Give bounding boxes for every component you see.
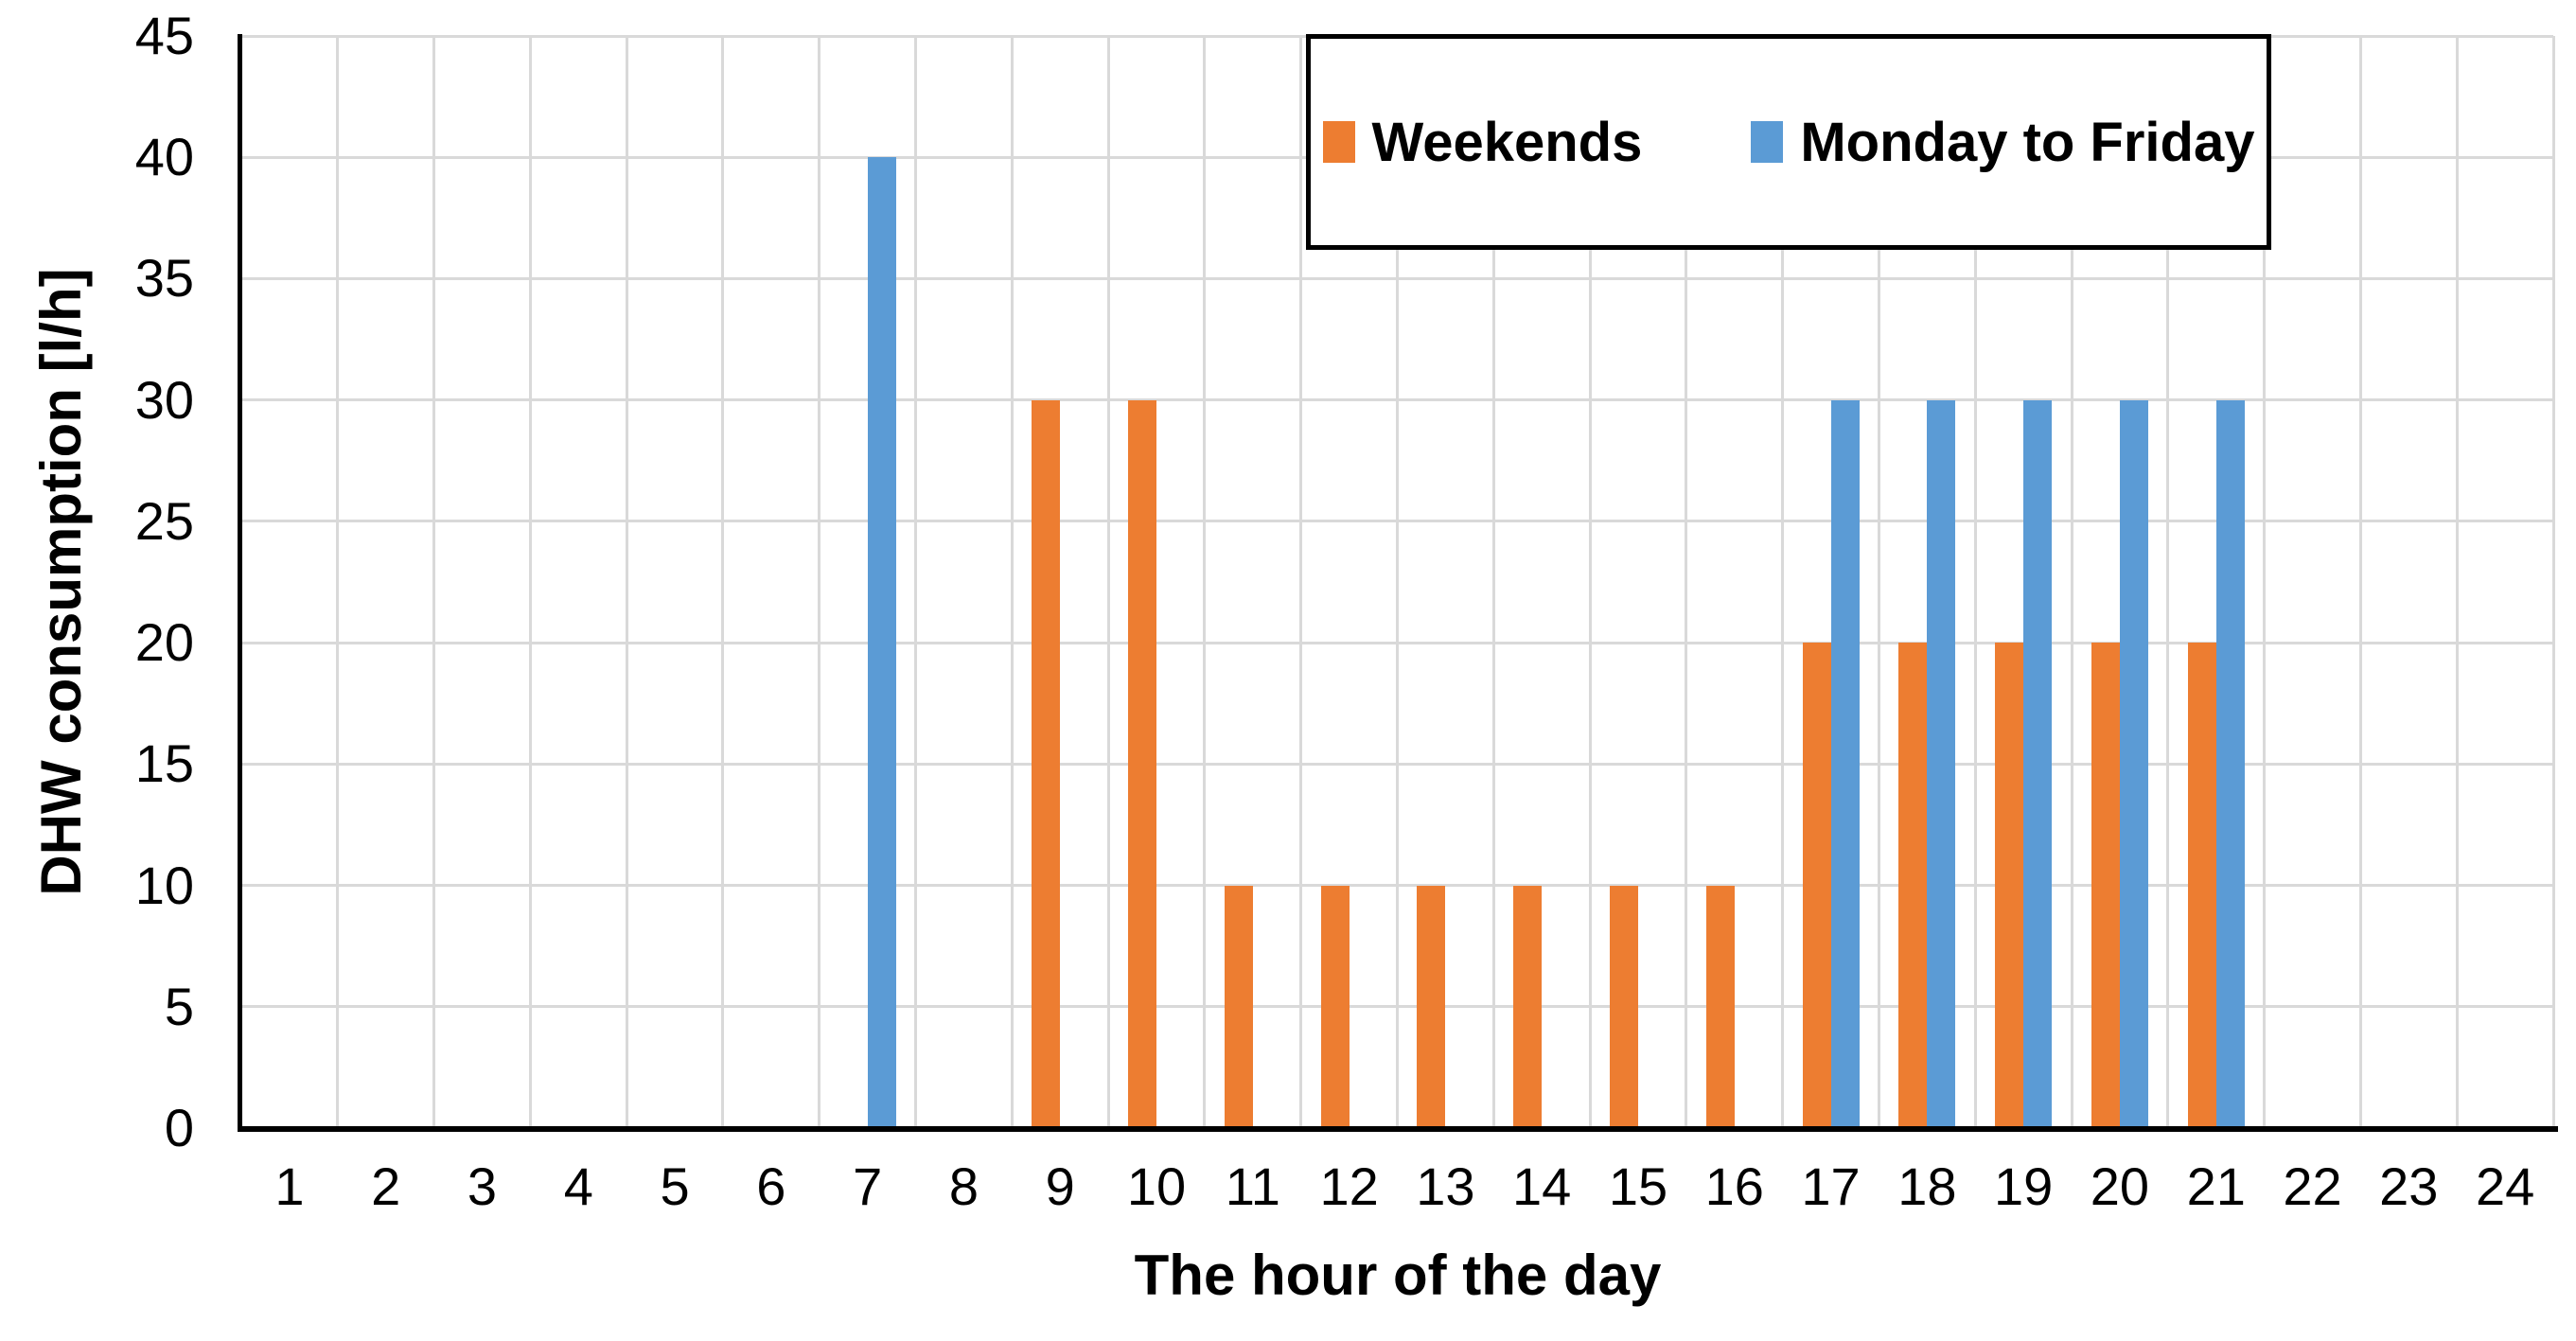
x-tick-label-2: 2 bbox=[371, 1156, 401, 1216]
bar-weekends-hour-10 bbox=[1128, 399, 1157, 1128]
x-tick-label-20: 20 bbox=[2090, 1156, 2150, 1216]
x-tick-label-22: 22 bbox=[2283, 1156, 2342, 1216]
v-gridline-2 bbox=[432, 36, 436, 1128]
v-gridline-6 bbox=[818, 36, 821, 1128]
y-axis-line bbox=[238, 34, 242, 1132]
y-tick-label-40: 40 bbox=[134, 127, 194, 187]
v-gridline-21 bbox=[2263, 36, 2267, 1128]
v-gridline-16 bbox=[1781, 36, 1785, 1128]
legend: Weekends Monday to Friday bbox=[1306, 34, 2271, 250]
y-tick-label-45: 45 bbox=[134, 6, 194, 65]
x-axis-line bbox=[238, 1126, 2558, 1132]
legend-label-weekends: Weekends bbox=[1371, 111, 1643, 173]
x-tick-label-17: 17 bbox=[1801, 1156, 1861, 1216]
y-tick-label-10: 10 bbox=[134, 855, 194, 915]
x-tick-label-19: 19 bbox=[1993, 1156, 2054, 1216]
bar-weekends-hour-9 bbox=[1032, 399, 1061, 1128]
v-gridline-24 bbox=[2551, 36, 2555, 1128]
x-tick-label-11: 11 bbox=[1225, 1156, 1280, 1216]
x-tick-label-24: 24 bbox=[2475, 1156, 2535, 1216]
bar-weekends-hour-14 bbox=[1513, 885, 1543, 1128]
v-gridline-23 bbox=[2455, 36, 2459, 1128]
bar-weekends-hour-11 bbox=[1224, 885, 1253, 1128]
v-gridline-5 bbox=[721, 36, 725, 1128]
x-tick-label-14: 14 bbox=[1512, 1156, 1572, 1216]
v-gridline-22 bbox=[2358, 36, 2362, 1128]
x-tick-label-1: 1 bbox=[274, 1156, 305, 1216]
bar-weekends-hour-21 bbox=[2187, 643, 2216, 1128]
monday-to-friday-swatch-icon bbox=[1751, 121, 1784, 163]
y-tick-label-25: 25 bbox=[134, 490, 194, 551]
v-gridline-3 bbox=[528, 36, 532, 1128]
x-tick-label-7: 7 bbox=[853, 1156, 883, 1216]
v-gridline-20 bbox=[2166, 36, 2170, 1128]
x-axis-title: The hour of the day bbox=[1134, 1244, 1662, 1307]
v-gridline-10 bbox=[1203, 36, 1207, 1128]
x-tick-label-12: 12 bbox=[1319, 1156, 1379, 1216]
bar-weekends-hour-18 bbox=[1898, 643, 1928, 1128]
x-tick-label-5: 5 bbox=[660, 1156, 690, 1216]
x-tick-label-8: 8 bbox=[948, 1156, 979, 1216]
y-tick-label-0: 0 bbox=[164, 1098, 194, 1157]
v-gridline-13 bbox=[1491, 36, 1495, 1128]
y-tick-label-30: 30 bbox=[134, 369, 194, 430]
x-tick-label-16: 16 bbox=[1704, 1156, 1764, 1216]
y-tick-label-15: 15 bbox=[134, 733, 194, 794]
v-gridline-19 bbox=[2070, 36, 2073, 1128]
bar-monday-to-friday-hour-18 bbox=[1927, 399, 1956, 1128]
x-tick-label-21: 21 bbox=[2186, 1156, 2246, 1216]
bar-monday-to-friday-hour-19 bbox=[2023, 399, 2053, 1128]
v-gridline-14 bbox=[1588, 36, 1592, 1128]
v-gridline-11 bbox=[1299, 36, 1303, 1128]
bar-weekends-hour-15 bbox=[1609, 885, 1638, 1128]
x-tick-label-13: 13 bbox=[1416, 1156, 1475, 1216]
v-gridline-12 bbox=[1396, 36, 1399, 1128]
legend-label-monday-to-friday: Monday to Friday bbox=[1800, 111, 2255, 173]
legend-item-weekends: Weekends bbox=[1322, 111, 1643, 174]
x-tick-label-4: 4 bbox=[563, 1156, 593, 1216]
v-gridline-15 bbox=[1685, 36, 1688, 1128]
y-tick-label-5: 5 bbox=[164, 976, 194, 1036]
x-tick-label-3: 3 bbox=[467, 1156, 498, 1216]
v-gridline-4 bbox=[625, 36, 628, 1128]
v-gridline-17 bbox=[1877, 36, 1880, 1128]
bar-monday-to-friday-hour-7 bbox=[867, 157, 896, 1128]
x-tick-label-9: 9 bbox=[1045, 1156, 1075, 1216]
v-gridline-8 bbox=[1010, 36, 1014, 1128]
legend-item-monday-to-friday: Monday to Friday bbox=[1751, 111, 2255, 174]
bar-weekends-hour-17 bbox=[1802, 643, 1831, 1128]
x-tick-label-6: 6 bbox=[756, 1156, 786, 1216]
y-axis-title: DHW consumption [l/h] bbox=[29, 268, 93, 896]
v-gridline-9 bbox=[1106, 36, 1110, 1128]
y-tick-label-35: 35 bbox=[134, 248, 194, 309]
y-tick-label-20: 20 bbox=[134, 612, 194, 673]
bar-weekends-hour-19 bbox=[1995, 643, 2024, 1128]
x-tick-label-15: 15 bbox=[1608, 1156, 1668, 1216]
v-gridline-7 bbox=[914, 36, 918, 1128]
x-tick-label-10: 10 bbox=[1126, 1156, 1187, 1216]
v-gridline-1 bbox=[336, 36, 340, 1128]
bar-weekends-hour-13 bbox=[1417, 885, 1446, 1128]
weekends-swatch-icon bbox=[1322, 121, 1355, 163]
bar-monday-to-friday-hour-20 bbox=[2119, 399, 2148, 1128]
bar-weekends-hour-20 bbox=[2091, 643, 2120, 1128]
x-tick-label-23: 23 bbox=[2379, 1156, 2439, 1216]
x-tick-label-18: 18 bbox=[1897, 1156, 1957, 1216]
bar-weekends-hour-16 bbox=[1705, 885, 1735, 1128]
bar-monday-to-friday-hour-21 bbox=[2215, 399, 2245, 1128]
v-gridline-18 bbox=[1973, 36, 1977, 1128]
bar-weekends-hour-12 bbox=[1320, 885, 1350, 1128]
bar-monday-to-friday-hour-17 bbox=[1830, 399, 1860, 1128]
